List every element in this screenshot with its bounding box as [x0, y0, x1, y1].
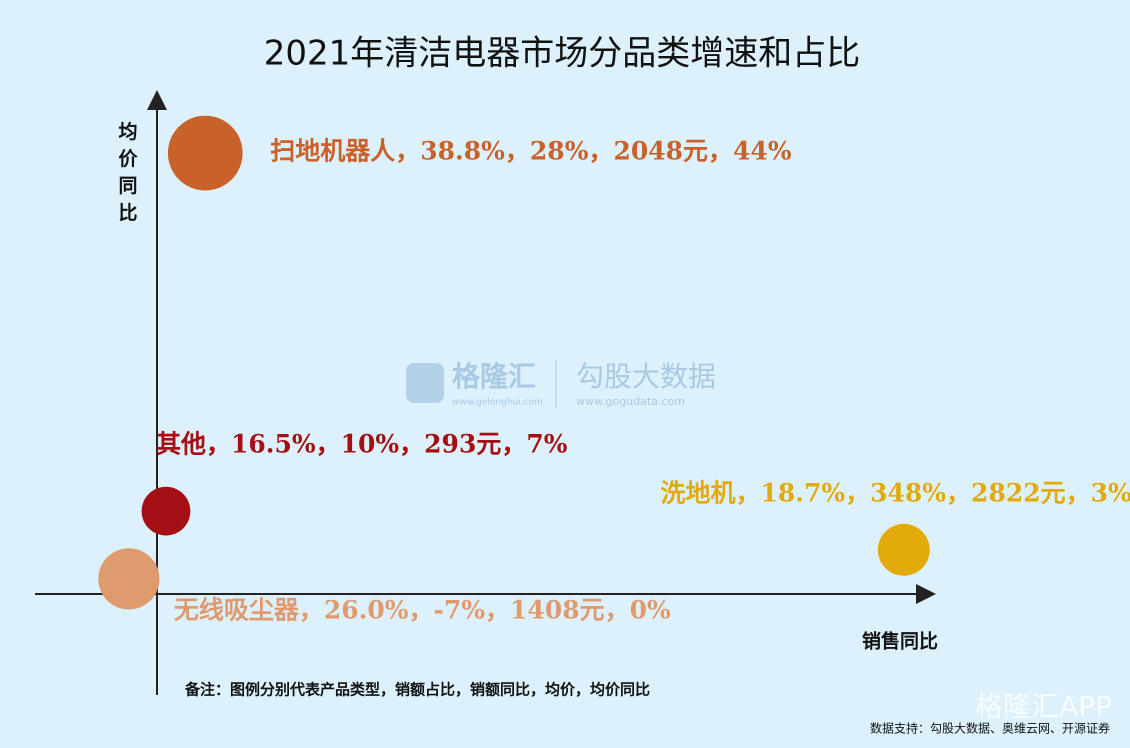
watermark: 格隆汇APP	[975, 690, 1112, 723]
bubble-label: 洗地机，18.7%，348%，2822元，3%	[660, 478, 1130, 507]
bubble-label: 扫地机器人，38.8%，28%，2048元，44%	[270, 137, 792, 166]
watermark: 格隆汇	[452, 360, 536, 393]
watermark: www.gogudata.com	[576, 395, 685, 408]
bubble-label: 其他，16.5%，10%，293元，7%	[156, 430, 568, 459]
y-axis-title: 均价同比	[118, 120, 138, 224]
bubble	[98, 548, 160, 610]
bubble	[877, 523, 930, 576]
watermark-logo	[406, 363, 444, 403]
bubble	[141, 486, 191, 536]
bubble	[167, 115, 243, 191]
watermark: www.gelonghui.com	[452, 398, 543, 408]
bubble-label: 无线吸尘器，26.0%，-7%，1408元，0%	[174, 595, 671, 624]
x-axis-title: 销售同比	[862, 630, 938, 653]
watermark: 勾股大数据	[576, 360, 716, 393]
source: 数据支持：勾股大数据、奥维云网、开源证券	[870, 721, 1110, 736]
note: 备注：图例分别代表产品类型，销额占比，销额同比，均价，均价同比	[184, 681, 650, 699]
y-axis-title: 均价同比	[118, 120, 138, 224]
chart-title: 2021年清洁电器市场分品类增速和占比	[264, 34, 861, 74]
